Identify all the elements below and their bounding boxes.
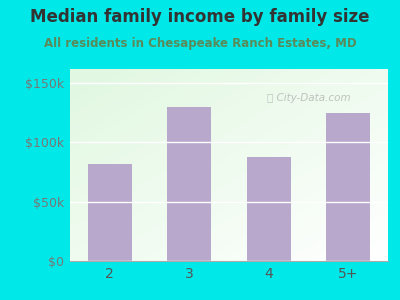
Bar bbox=[167, 107, 211, 261]
Text: All residents in Chesapeake Ranch Estates, MD: All residents in Chesapeake Ranch Estate… bbox=[44, 38, 356, 50]
Bar bbox=[88, 164, 132, 261]
Text: ⓘ City-Data.com: ⓘ City-Data.com bbox=[267, 93, 351, 103]
Bar bbox=[326, 113, 370, 261]
Text: Median family income by family size: Median family income by family size bbox=[30, 8, 370, 26]
Bar bbox=[247, 157, 291, 261]
